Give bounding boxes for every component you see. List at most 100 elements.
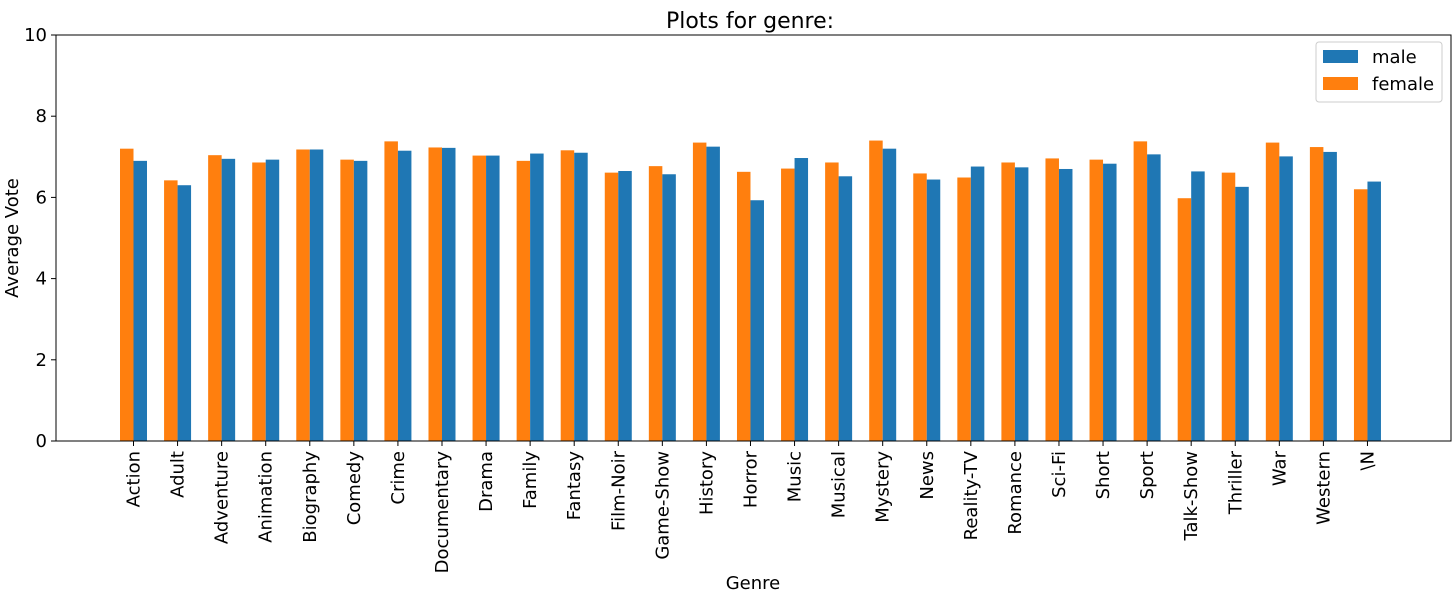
bar-male-crime bbox=[397, 150, 412, 441]
legend-swatch-female bbox=[1323, 77, 1358, 90]
bar-female--n bbox=[1353, 189, 1368, 441]
bar-female-adult bbox=[164, 180, 178, 441]
x-tick-label: Sport bbox=[1137, 451, 1158, 499]
x-tick-label: Mystery bbox=[873, 451, 894, 523]
bar-female-short bbox=[1089, 159, 1104, 441]
y-tick-label: 10 bbox=[24, 25, 47, 46]
y-tick-label: 0 bbox=[36, 431, 47, 452]
y-axis-label: Average Vote bbox=[2, 178, 23, 298]
bar-male-talk-show bbox=[1191, 171, 1205, 441]
bar-female-news bbox=[913, 173, 927, 442]
bar-female-documentary bbox=[428, 147, 442, 441]
bar-female-romance bbox=[1001, 162, 1015, 441]
x-tick-label: Sci-Fi bbox=[1049, 451, 1070, 498]
x-tick-label: Action bbox=[124, 451, 145, 507]
bar-male-fantasy bbox=[574, 152, 588, 442]
bar-male-romance bbox=[1014, 167, 1029, 441]
bar-male-drama bbox=[486, 155, 500, 441]
bar-male-documentary bbox=[441, 147, 456, 442]
bar-male-western bbox=[1323, 151, 1337, 442]
bar-female-thriller bbox=[1221, 172, 1236, 441]
bar-male-comedy bbox=[353, 160, 368, 442]
bar-female-comedy bbox=[340, 159, 354, 441]
x-tick-label: Game-Show bbox=[652, 451, 673, 560]
y-tick-label: 8 bbox=[36, 106, 47, 127]
legend-label-male: male bbox=[1372, 47, 1417, 68]
bar-female-mystery bbox=[869, 140, 883, 441]
x-tick-label: Drama bbox=[476, 451, 497, 512]
legend-swatch-male bbox=[1323, 50, 1358, 63]
bar-female-adventure bbox=[208, 155, 222, 441]
x-tick-label: Animation bbox=[256, 451, 277, 543]
bar-male-mystery bbox=[882, 148, 897, 441]
x-tick-label: Documentary bbox=[432, 451, 453, 574]
x-tick-label: War bbox=[1269, 450, 1290, 486]
bar-male-film-noir bbox=[618, 171, 632, 441]
bar-male-musical bbox=[838, 176, 853, 441]
bar-female-sci-fi bbox=[1045, 158, 1059, 441]
bar-male-news bbox=[926, 179, 941, 441]
bar-male-sport bbox=[1147, 154, 1161, 441]
bar-female-film-noir bbox=[604, 172, 619, 441]
x-tick-label: News bbox=[917, 451, 938, 500]
y-tick-label: 2 bbox=[36, 350, 47, 371]
x-tick-label: Western bbox=[1313, 451, 1334, 525]
bar-female-animation bbox=[252, 162, 266, 441]
bar-female-fantasy bbox=[560, 150, 575, 441]
bar-male-biography bbox=[309, 149, 324, 441]
legend: male female bbox=[1315, 41, 1443, 103]
bar-female-musical bbox=[825, 162, 839, 441]
y-tick-label: 6 bbox=[36, 187, 47, 208]
x-tick-label: Comedy bbox=[344, 451, 365, 526]
x-tick-label: Biography bbox=[300, 451, 321, 543]
x-tick-label: Reality-TV bbox=[961, 450, 982, 540]
bar-male-horror bbox=[750, 200, 764, 441]
x-tick-label: Film-Noir bbox=[608, 450, 629, 531]
bar-female-drama bbox=[472, 155, 487, 441]
bar-male-music bbox=[794, 158, 809, 441]
x-tick-label: Short bbox=[1093, 451, 1114, 499]
chart-title: Plots for genre: bbox=[666, 9, 834, 34]
x-tick-label: History bbox=[696, 451, 717, 515]
bar-female-history bbox=[692, 142, 707, 441]
x-tick-label: \N bbox=[1357, 451, 1378, 471]
x-tick-label: Thriller bbox=[1225, 450, 1246, 515]
x-tick-label: Fantasy bbox=[564, 451, 585, 521]
x-axis-label: Genre bbox=[726, 573, 781, 593]
bar-male-adventure bbox=[221, 158, 236, 441]
bar-female-war bbox=[1265, 142, 1280, 441]
x-tick-label: Family bbox=[520, 451, 541, 509]
bar-male-game-show bbox=[662, 174, 676, 441]
bar-male-animation bbox=[265, 159, 280, 441]
x-tick-label: Adult bbox=[168, 451, 189, 498]
y-tick-label: 4 bbox=[36, 269, 47, 290]
bar-male-reality-tv bbox=[970, 166, 985, 441]
bar-male-war bbox=[1279, 156, 1293, 442]
bar-female-talk-show bbox=[1177, 198, 1192, 441]
bar-female-western bbox=[1309, 147, 1324, 441]
x-tick-label: Music bbox=[785, 451, 806, 502]
bar-male-thriller bbox=[1235, 186, 1249, 441]
x-tick-label: Romance bbox=[1005, 451, 1026, 535]
bar-male-short bbox=[1103, 163, 1117, 441]
x-tick-label: Adventure bbox=[212, 451, 233, 544]
y-axis: 0 2 4 6 8 10 bbox=[24, 25, 56, 452]
bar-male-action bbox=[133, 160, 147, 442]
bar-female-crime bbox=[384, 141, 398, 441]
bar-male-adult bbox=[177, 185, 192, 441]
bar-male-family bbox=[530, 153, 544, 441]
legend-label-female: female bbox=[1372, 74, 1434, 95]
bar-female-biography bbox=[296, 149, 310, 441]
bar-male--n bbox=[1367, 181, 1381, 442]
x-tick-label: Crime bbox=[388, 451, 409, 505]
x-tick-label: Horror bbox=[740, 450, 761, 508]
bar-female-reality-tv bbox=[957, 177, 971, 442]
plot-area-frame bbox=[55, 34, 1452, 442]
bar-male-sci-fi bbox=[1058, 168, 1073, 442]
x-tick-label: Talk-Show bbox=[1181, 451, 1202, 542]
bar-female-sport bbox=[1133, 141, 1148, 441]
bar-female-game-show bbox=[648, 166, 663, 441]
x-tick-label: Musical bbox=[829, 451, 850, 518]
bar-female-music bbox=[781, 168, 795, 441]
